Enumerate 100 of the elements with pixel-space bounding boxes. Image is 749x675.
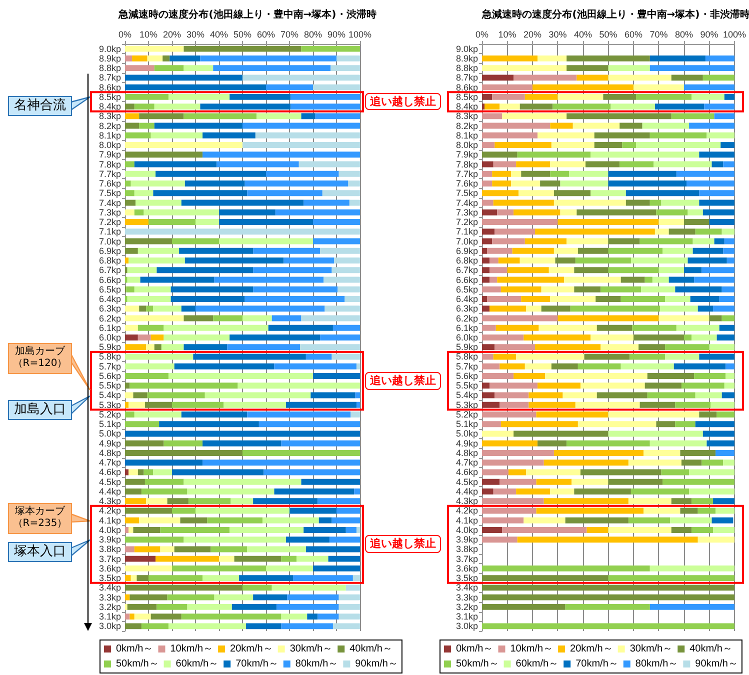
bar xyxy=(698,306,714,312)
bar xyxy=(626,190,700,196)
y-tick-label: 7.6kp xyxy=(98,178,121,189)
bar xyxy=(714,113,734,120)
bar xyxy=(262,517,319,524)
y-tick-label: 4.3kp xyxy=(456,496,478,506)
y-tick-label: 8.7kp xyxy=(98,72,121,83)
y-tick-label: 8.3kp xyxy=(98,111,121,122)
bar xyxy=(214,594,254,600)
bar xyxy=(620,296,666,302)
bar xyxy=(540,180,560,187)
y-tick-label: 7.2kp xyxy=(98,217,121,228)
bar xyxy=(484,104,500,110)
bar xyxy=(230,94,291,100)
bar xyxy=(608,478,663,485)
bar xyxy=(603,94,636,100)
y-tick-label: 4.0kp xyxy=(98,524,121,535)
bar xyxy=(338,594,360,600)
bar xyxy=(346,584,360,591)
text: 塚本入口 xyxy=(8,542,72,562)
bar xyxy=(600,286,642,292)
bar xyxy=(253,248,320,254)
bar xyxy=(125,363,174,370)
bar xyxy=(668,228,696,235)
bar xyxy=(668,276,694,283)
bar xyxy=(517,536,698,543)
text: 追い越し禁止 xyxy=(365,372,441,390)
y-tick-label: 6.5kp xyxy=(98,284,121,294)
text: 追い越し禁止 xyxy=(365,535,441,554)
bar xyxy=(156,556,219,562)
bar xyxy=(524,238,567,244)
bar xyxy=(722,228,734,235)
bar xyxy=(716,450,734,456)
bar xyxy=(724,94,734,100)
bar xyxy=(500,286,542,292)
bar xyxy=(689,122,734,129)
bar xyxy=(541,306,570,312)
bar xyxy=(689,488,734,494)
bar xyxy=(487,296,522,302)
y-tick-label: 4.4kp xyxy=(456,486,478,496)
y-tick-label: 6.4kp xyxy=(456,294,478,304)
bar xyxy=(134,190,154,196)
bar xyxy=(315,113,360,120)
bar xyxy=(125,440,164,446)
bar xyxy=(193,354,306,360)
bar xyxy=(578,421,656,428)
y-tick-label: 8.4kp xyxy=(98,102,121,112)
bar xyxy=(306,354,332,360)
bar xyxy=(202,575,239,582)
y-tick-label: 4.4kp xyxy=(98,486,121,496)
bar xyxy=(184,180,245,187)
bar xyxy=(187,604,232,610)
bar xyxy=(632,324,676,331)
bar xyxy=(514,209,560,216)
bar xyxy=(528,402,576,408)
bar xyxy=(125,354,194,360)
bar xyxy=(125,498,146,504)
bar xyxy=(184,258,284,264)
bar xyxy=(676,324,720,331)
x-tick-label: 40% xyxy=(574,30,592,40)
bar xyxy=(125,324,138,331)
bar xyxy=(482,209,498,216)
y-tick-label: 4.8kp xyxy=(456,448,478,458)
bar xyxy=(636,142,721,148)
y-tick-label: 7.7kp xyxy=(98,168,121,179)
bar xyxy=(266,84,313,90)
bar xyxy=(713,498,734,504)
bar xyxy=(487,248,512,254)
bar xyxy=(610,104,655,110)
x-tick-label: 60% xyxy=(256,30,276,40)
bar xyxy=(482,412,536,418)
bar xyxy=(575,258,631,264)
bar xyxy=(125,238,172,244)
bar xyxy=(125,402,129,408)
bar xyxy=(482,354,494,360)
bar xyxy=(620,122,642,129)
bar xyxy=(482,584,734,591)
bar xyxy=(490,276,498,283)
bar xyxy=(168,623,246,630)
bar xyxy=(675,402,711,408)
chart-title: 急減速時の速度分布(池田線上り・豊中南→塚本)・渋滞時 xyxy=(118,8,376,20)
bar xyxy=(482,55,538,62)
y-tick-label: 9.0kp xyxy=(456,44,478,54)
bar xyxy=(318,517,332,524)
bar xyxy=(608,170,676,177)
bar xyxy=(290,94,360,100)
bar xyxy=(516,354,584,360)
bar xyxy=(150,132,203,138)
bar xyxy=(554,248,578,254)
bar xyxy=(125,74,242,81)
bar xyxy=(536,412,608,418)
legend-label: 30km/h～ xyxy=(290,644,333,654)
bar xyxy=(172,402,224,408)
y-tick-label: 3.3kp xyxy=(98,592,121,602)
bar xyxy=(722,392,734,398)
bar xyxy=(139,306,146,312)
bar xyxy=(554,190,591,196)
bar xyxy=(690,296,720,302)
bar xyxy=(132,55,148,62)
bar xyxy=(726,363,734,370)
